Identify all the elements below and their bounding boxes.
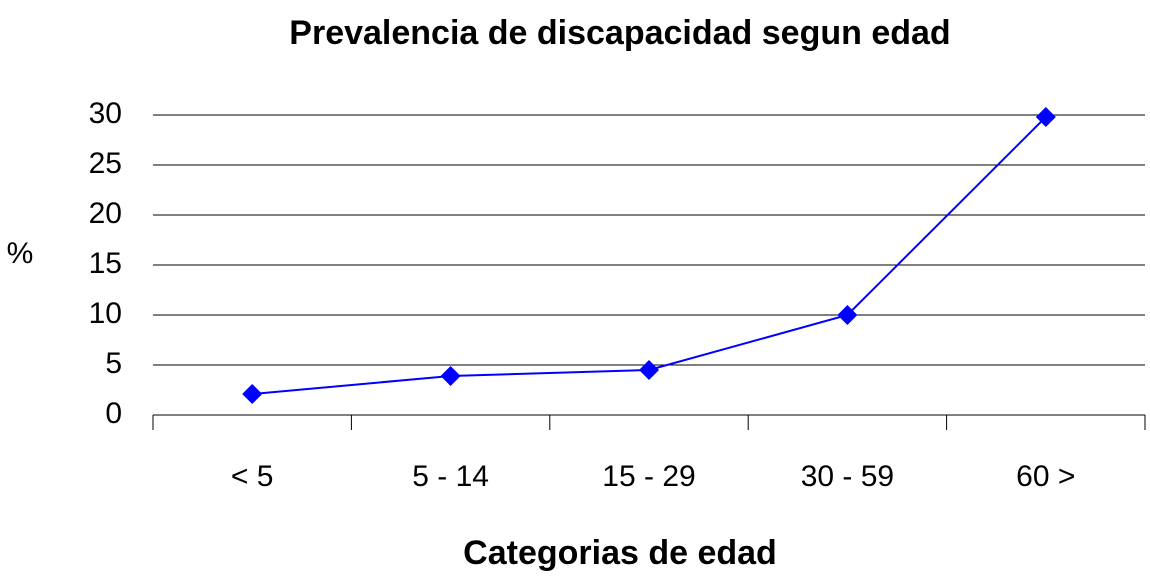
marker — [440, 366, 461, 386]
line — [252, 116, 1047, 395]
marker — [639, 360, 659, 380]
y-tick-label: 10 — [89, 297, 122, 330]
marker — [837, 305, 858, 325]
y-axis-label: % — [7, 237, 34, 270]
x-tick-label: 60 > — [1016, 460, 1075, 493]
x-tick-label: 30 - 59 — [801, 460, 894, 493]
chart-title: Prevalencia de discapacidad segun edad — [289, 14, 950, 52]
x-tick-label: < 5 — [231, 460, 274, 493]
y-tick-label: 25 — [89, 147, 122, 180]
y-tick-label: 15 — [89, 247, 122, 280]
marker — [242, 384, 263, 404]
x-tick-label: 15 - 29 — [602, 460, 695, 493]
x-tick-label: 5 - 14 — [412, 460, 489, 493]
y-tick-label: 0 — [105, 397, 122, 430]
y-tick-label: 20 — [89, 197, 122, 230]
x-axis-label: Categorias de edad — [463, 534, 777, 572]
y-tick-label: 5 — [105, 347, 122, 380]
y-tick-label: 30 — [89, 97, 122, 130]
marker — [1035, 107, 1056, 127]
